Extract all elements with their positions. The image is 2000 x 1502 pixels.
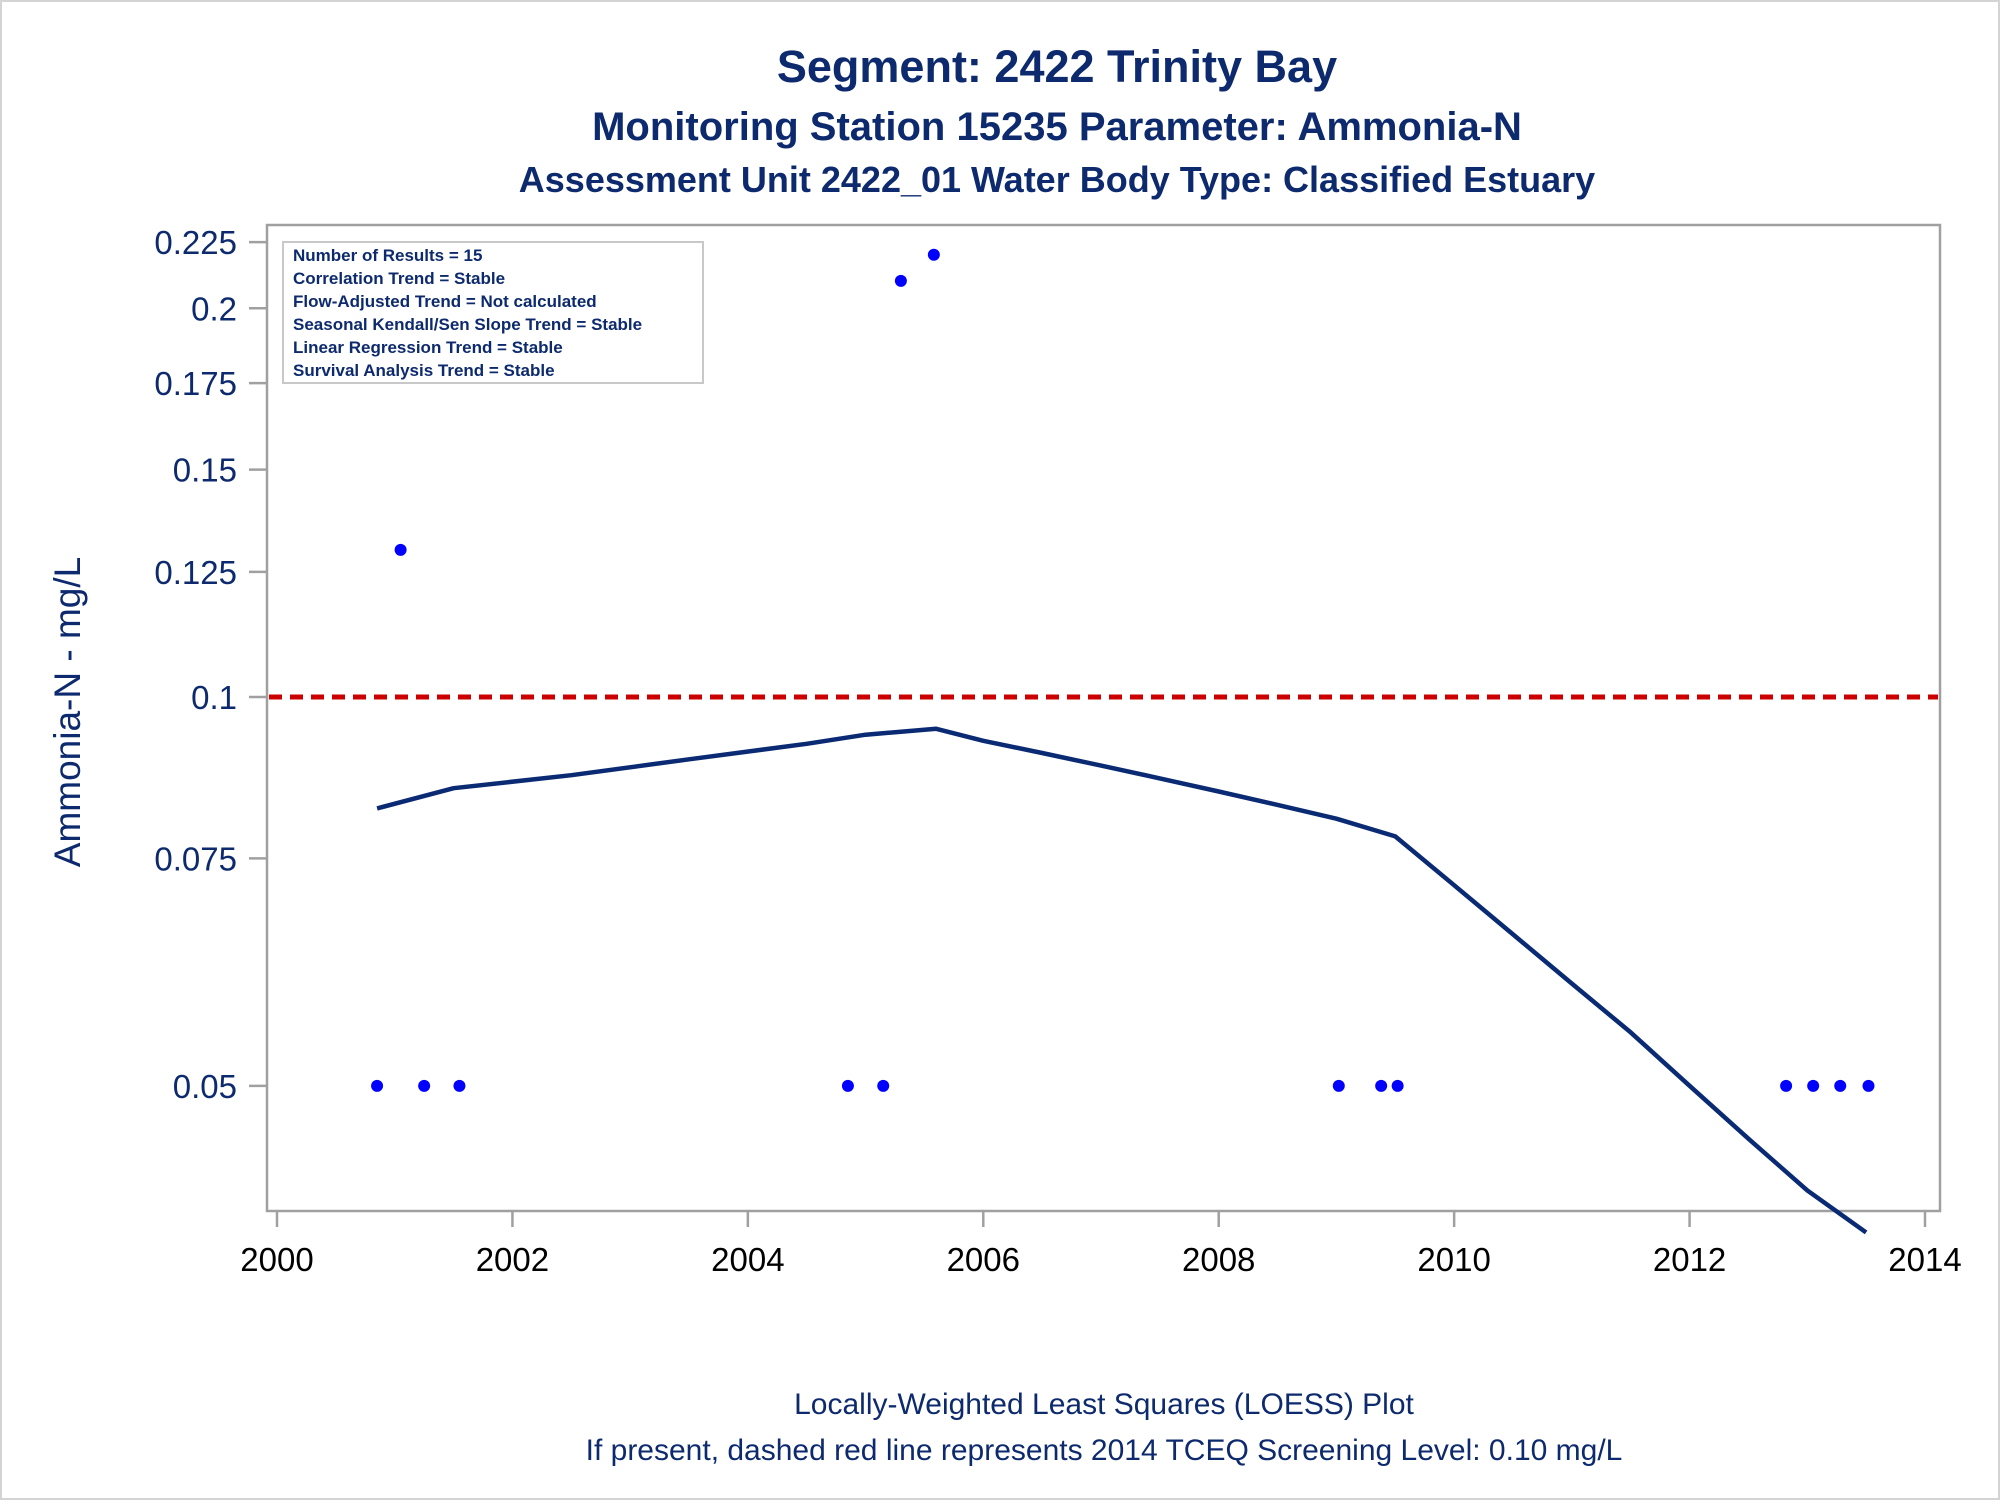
stats-line: Flow-Adjusted Trend = Not calculated: [293, 292, 597, 311]
y-tick-label: 0.1: [191, 679, 237, 716]
data-points: [371, 248, 1875, 1092]
plot-area: [265, 223, 1942, 1213]
data-point: [394, 543, 407, 556]
data-point: [1375, 1079, 1388, 1092]
data-point: [371, 1079, 384, 1092]
stats-line: Survival Analysis Trend = Stable: [293, 361, 555, 380]
y-tick-label: 0.2: [191, 290, 237, 327]
data-point: [1332, 1079, 1345, 1092]
data-point: [894, 274, 907, 287]
x-tick-label: 2008: [1182, 1241, 1255, 1278]
chart-subtitle: Monitoring Station 15235 Parameter: Ammo…: [592, 105, 1522, 149]
data-point: [877, 1079, 890, 1092]
stats-box: [282, 241, 704, 384]
x-tick-label: 2012: [1653, 1241, 1726, 1278]
x-tick-label: 2004: [711, 1241, 784, 1278]
data-point: [1807, 1079, 1820, 1092]
y-tick-label: 0.15: [173, 452, 237, 489]
stats-line: Seasonal Kendall/Sen Slope Trend = Stabl…: [293, 315, 642, 334]
data-point: [927, 248, 940, 261]
x-tick-label: 2014: [1888, 1241, 1961, 1278]
x-tick-label: 2000: [240, 1241, 313, 1278]
y-axis-title: Ammonia-N - mg/L: [47, 557, 88, 867]
data-point: [1834, 1079, 1847, 1092]
y-tick-label: 0.075: [154, 840, 237, 877]
x-tick-label: 2010: [1417, 1241, 1490, 1278]
y-tick-label: 0.225: [154, 224, 237, 261]
x-tick-label: 2006: [947, 1241, 1020, 1278]
data-point: [841, 1079, 854, 1092]
stats-line: Correlation Trend = Stable: [293, 269, 505, 288]
x-axis: 2000 2002 2004 2006 2008 2010 2012 2014: [240, 1211, 1962, 1278]
stats-lines: Number of Results = 15 Correlation Trend …: [293, 246, 642, 380]
stats-line: Linear Regression Trend = Stable: [293, 338, 563, 357]
chart-title: Segment: 2422 Trinity Bay: [777, 41, 1337, 92]
footnote-screening-level: If present, dashed red line represents 2…: [586, 1434, 1623, 1467]
data-point: [1862, 1079, 1875, 1092]
data-point: [1780, 1079, 1793, 1092]
loess-line: [376, 726, 1868, 1235]
chart-subtitle-2: Assessment Unit 2422_01 Water Body Type:…: [519, 159, 1595, 200]
data-point: [453, 1079, 466, 1092]
y-tick-label: 0.125: [154, 554, 237, 591]
data-point: [418, 1079, 431, 1092]
footnote-loess: Locally-Weighted Least Squares (LOESS) P…: [794, 1388, 1414, 1421]
y-tick-label: 0.05: [173, 1068, 237, 1105]
stats-line: Number of Results = 15: [293, 246, 482, 265]
data-point: [1391, 1079, 1404, 1092]
y-axis: 0.05 0.075 0.1 0.125 0.15 0.175 0.2 0.225: [154, 224, 267, 1105]
y-tick-label: 0.175: [154, 365, 237, 402]
x-tick-label: 2002: [476, 1241, 549, 1278]
